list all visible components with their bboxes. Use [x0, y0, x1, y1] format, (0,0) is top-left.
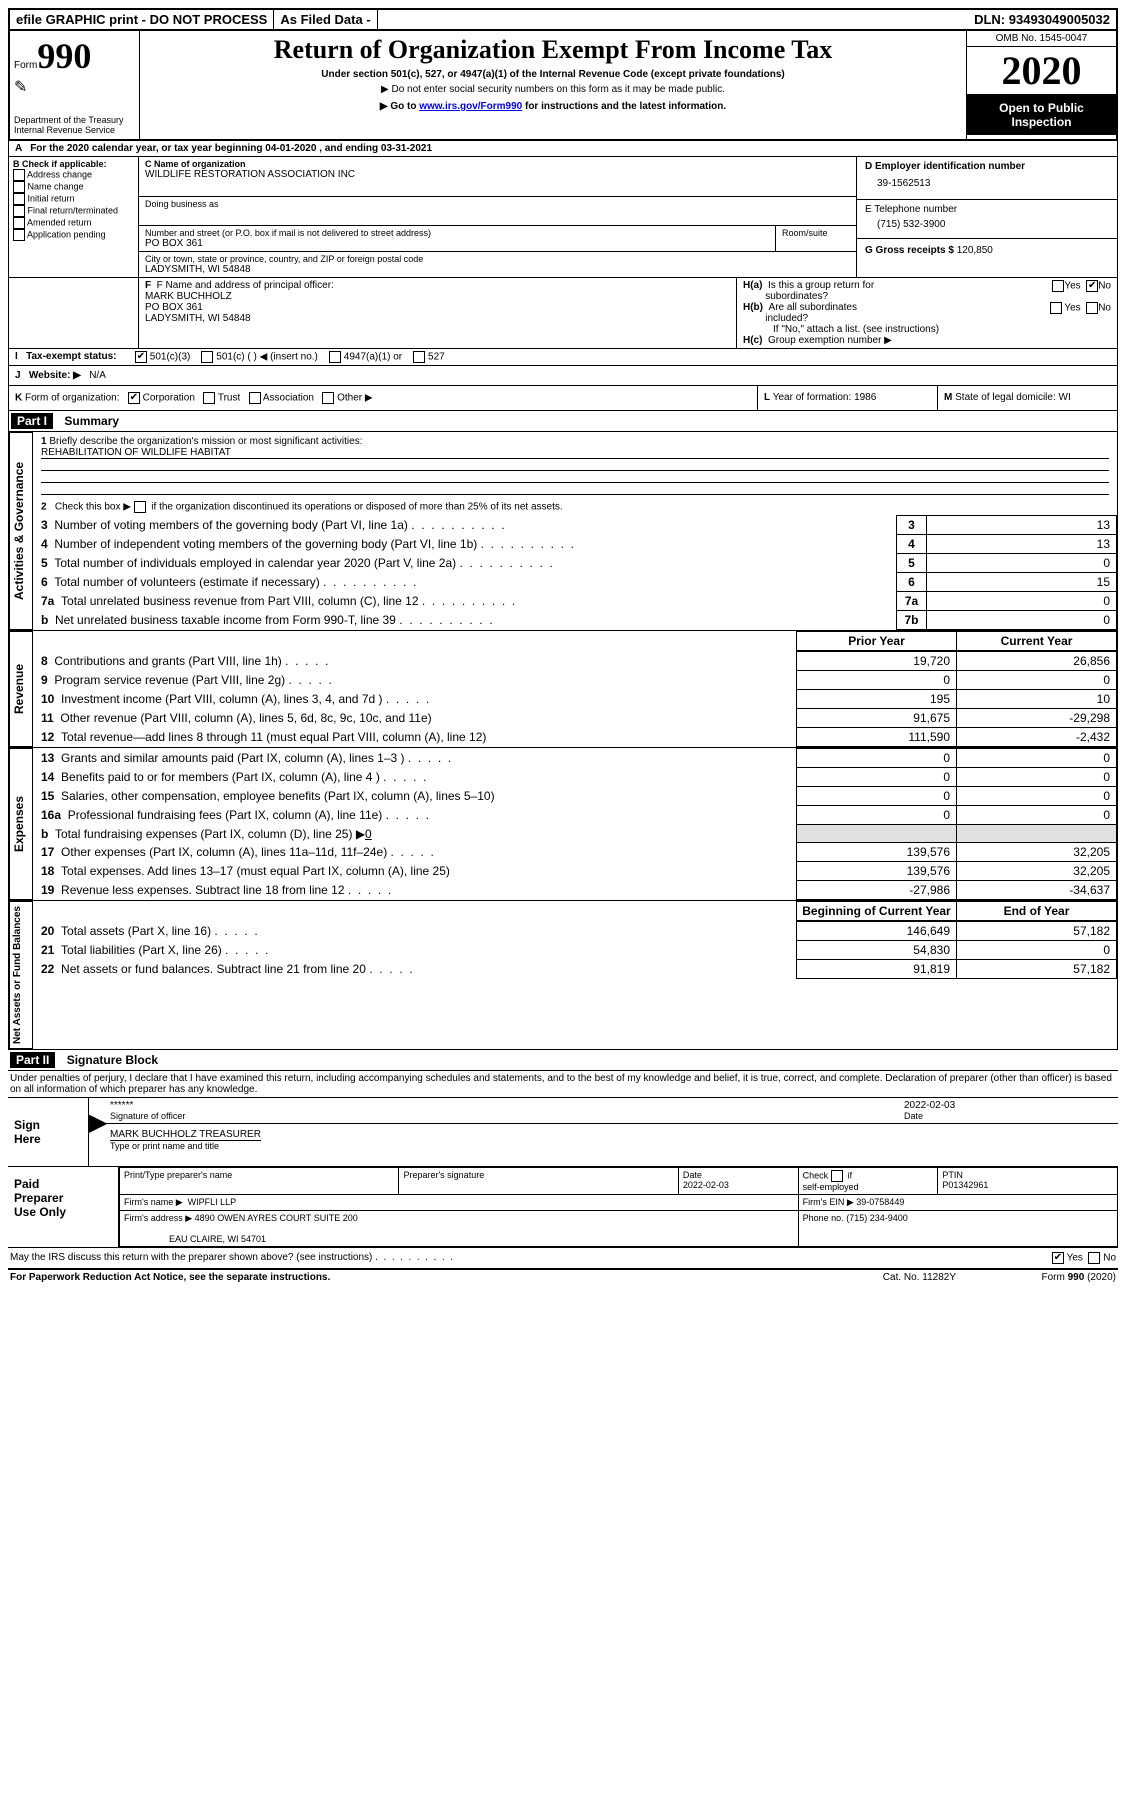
table-row: 14 Benefits paid to or for members (Part…: [33, 768, 1117, 787]
table-row: 9 Program service revenue (Part VIII, li…: [33, 671, 1117, 690]
table-row: 19 Revenue less expenses. Subtract line …: [33, 881, 1117, 900]
part2-title: Signature Block: [59, 1053, 158, 1067]
part1-title: Summary: [56, 414, 119, 428]
table-row: 20 Total assets (Part X, line 16)146,649…: [33, 922, 1117, 941]
table-row: 8 Contributions and grants (Part VIII, l…: [33, 652, 1117, 671]
sign-here-label: SignHere: [8, 1098, 88, 1166]
cat-no: Cat. No. 11282Y: [883, 1272, 956, 1283]
table-row: 10 Investment income (Part VIII, column …: [33, 690, 1117, 709]
table-row: 17 Other expenses (Part IX, column (A), …: [33, 843, 1117, 862]
table-row: 5 Total number of individuals employed i…: [33, 554, 1117, 573]
table-row: 16a Professional fundraising fees (Part …: [33, 806, 1117, 825]
table-row: 11 Other revenue (Part VIII, column (A),…: [33, 709, 1117, 728]
title-box: Return of Organization Exempt From Incom…: [140, 31, 966, 139]
perjury-declaration: Under penalties of perjury, I declare th…: [8, 1071, 1118, 1098]
box-i: I Tax-exempt status: 501(c)(3) 501(c) ( …: [8, 349, 1118, 366]
irs-link[interactable]: www.irs.gov/Form990: [419, 101, 522, 112]
table-row: 21 Total liabilities (Part X, line 26)54…: [33, 941, 1117, 960]
box-f: F F Name and address of principal office…: [139, 278, 737, 348]
table-row: 3 Number of voting members of the govern…: [33, 516, 1117, 535]
box-b: B Check if applicable: Address change Na…: [9, 157, 139, 277]
right-box: OMB No. 1545-0047 2020 Open to Public In…: [966, 31, 1116, 139]
tab-net-assets: Net Assets or Fund Balances: [9, 901, 33, 1049]
table-row: 4 Number of independent voting members o…: [33, 535, 1117, 554]
table-row: 13 Grants and similar amounts paid (Part…: [33, 749, 1117, 768]
efile-mid: As Filed Data -: [274, 10, 377, 29]
efile-left: efile GRAPHIC print - DO NOT PROCESS: [10, 10, 274, 29]
table-row: 6 Total number of volunteers (estimate i…: [33, 573, 1117, 592]
dln: DLN: 93493049005032: [968, 10, 1116, 29]
table-row: 18 Total expenses. Add lines 13–17 (must…: [33, 862, 1117, 881]
may-discuss: May the IRS discuss this return with the…: [10, 1252, 1052, 1264]
table-row: 12 Total revenue—add lines 8 through 11 …: [33, 728, 1117, 747]
table-row: b Total fundraising expenses (Part IX, c…: [33, 825, 1117, 843]
tab-expenses: Expenses: [9, 748, 33, 900]
table-row: b Net unrelated business taxable income …: [33, 611, 1117, 630]
a-line: A For the 2020 calendar year, or tax yea…: [8, 141, 1118, 157]
form-box: Form990 ✎ Department of the Treasury Int…: [10, 31, 140, 139]
tab-revenue: Revenue: [9, 631, 33, 747]
part1-label: Part I: [11, 413, 53, 429]
table-row: 22 Net assets or fund balances. Subtract…: [33, 960, 1117, 979]
box-deg: D Employer identification number 39-1562…: [857, 157, 1117, 277]
box-j: J Website: ▶ N/A: [8, 366, 1118, 386]
table-row: 7a Total unrelated business revenue from…: [33, 592, 1117, 611]
efile-header: efile GRAPHIC print - DO NOT PROCESS As …: [8, 8, 1118, 31]
box-c: C Name of organization WILDLIFE RESTORAT…: [139, 157, 857, 277]
box-klm: K Form of organization: Corporation Trus…: [8, 386, 1118, 411]
paperwork-notice: For Paperwork Reduction Act Notice, see …: [10, 1272, 883, 1283]
table-row: 15 Salaries, other compensation, employe…: [33, 787, 1117, 806]
tab-activities-governance: Activities & Governance: [9, 432, 33, 630]
form-footer: Form 990 (2020): [956, 1272, 1116, 1283]
paid-preparer-label: PaidPreparerUse Only: [8, 1167, 118, 1247]
box-h: H(a) Is this a group return for subordin…: [737, 278, 1117, 348]
part2-label: Part II: [10, 1052, 55, 1068]
